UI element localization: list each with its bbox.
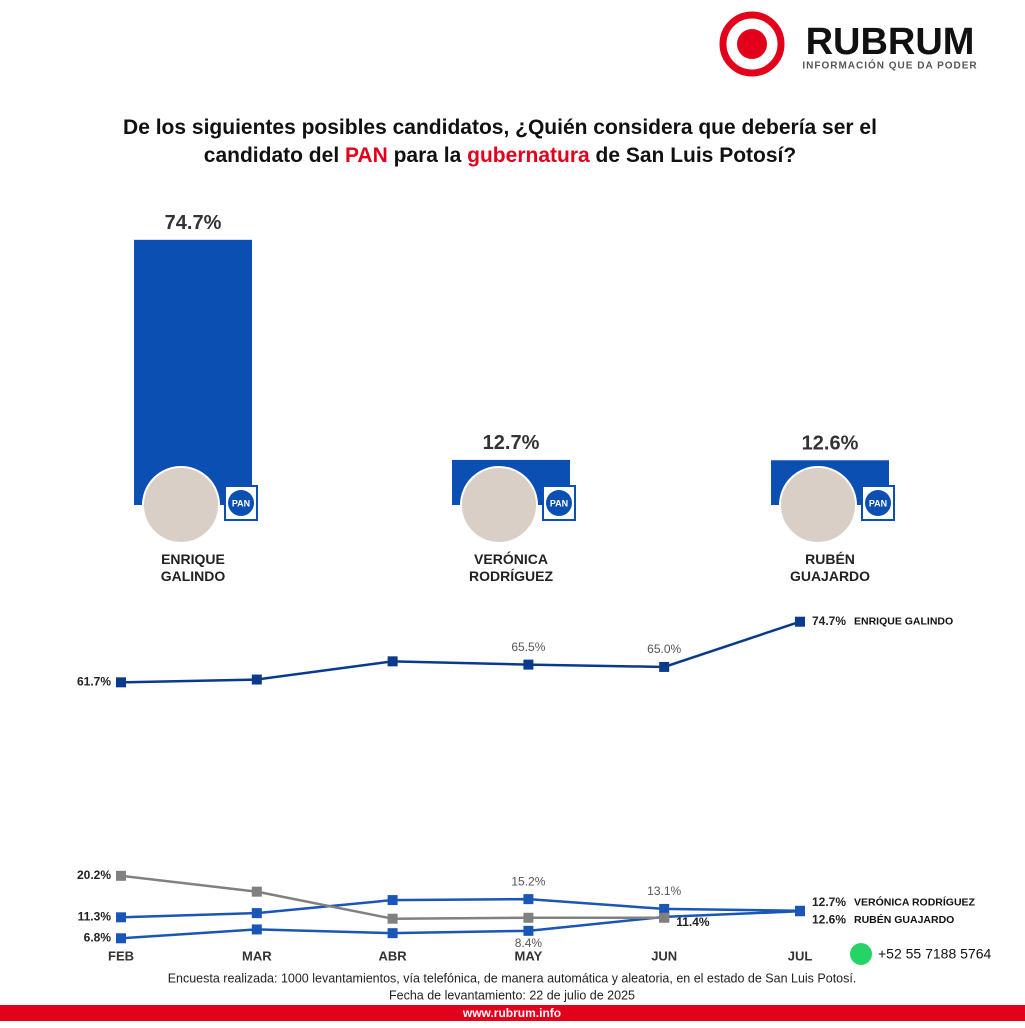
category-label: VERÓNICA RODRÍGUEZ — [469, 551, 553, 584]
value-label: 11.3% — [78, 909, 112, 923]
marker — [795, 906, 805, 917]
value-label: 12.6% — [812, 912, 846, 926]
marker — [387, 928, 398, 939]
x-tick-label: JUL — [788, 948, 813, 963]
series-label: VERÓNICA RODRÍGUEZ — [854, 896, 976, 909]
value-label: 15.2% — [511, 874, 545, 888]
marker — [116, 677, 126, 688]
marker — [523, 659, 534, 670]
marker — [659, 912, 670, 923]
marker — [523, 894, 534, 905]
value-label: 12.7% — [812, 895, 846, 909]
x-tick-label: ABR — [379, 948, 408, 963]
value-label: 20.2% — [77, 868, 111, 882]
title: De los siguientes posibles candidatos, ¿… — [0, 114, 1000, 170]
title-part: gubernatura — [467, 144, 590, 167]
title-part: De los siguientes posibles candidatos, ¿… — [123, 116, 877, 139]
value-label: 74.7% — [812, 614, 846, 628]
series-label: ENRIQUE GALINDO — [854, 615, 953, 627]
party-logo-text: PAN — [232, 498, 250, 508]
series-line — [120, 620, 801, 684]
series-line — [120, 910, 801, 940]
footer-bar — [0, 1005, 1025, 1021]
candidate-photo — [460, 466, 538, 544]
party-logo-disc — [228, 490, 254, 516]
marker — [523, 912, 534, 923]
party-logo-disc — [546, 490, 572, 516]
value-label: 65.0% — [647, 642, 681, 656]
marker — [387, 656, 398, 667]
survey-date: Fecha de levantamiento: 22 de julio de 2… — [389, 988, 635, 1002]
party-logo-disc — [865, 490, 891, 516]
x-tick-label: JUN — [651, 948, 677, 963]
logo-dot — [737, 29, 767, 59]
category-label: RUBÉN GUAJARDO — [789, 551, 871, 584]
value-label: 65.5% — [511, 640, 545, 654]
marker — [251, 674, 262, 685]
marker — [251, 908, 262, 919]
value-label: 6.8% — [84, 930, 112, 944]
x-tick-label: MAR — [242, 948, 272, 963]
value-label: 8.4% — [515, 936, 543, 950]
value-label: 11.4% — [676, 915, 710, 929]
marker — [116, 870, 126, 881]
category-label: ENRIQUE GALINDO — [160, 551, 226, 584]
series-line — [120, 897, 801, 919]
value-label: 12.6% — [802, 433, 859, 455]
x-tick-label: FEB — [108, 948, 134, 963]
candidate-photo — [779, 466, 857, 544]
marker — [659, 661, 670, 672]
marker — [116, 912, 126, 923]
x-tick-label: MAY — [515, 948, 543, 963]
value-label: 12.7% — [483, 432, 540, 454]
logo: RUBRUM — [806, 21, 975, 63]
marker — [795, 616, 805, 627]
website: www.rubrum.info — [462, 1006, 561, 1020]
marker — [116, 933, 126, 944]
footnote: Encuesta realizada: 1000 levantamientos,… — [168, 971, 857, 985]
candidate-photo — [142, 466, 220, 544]
value-label: 13.1% — [647, 884, 681, 898]
marker — [523, 925, 534, 936]
series-label: RUBÉN GUAJARDO — [854, 913, 954, 926]
marker — [251, 886, 262, 897]
tagline: INFORMACIÓN QUE DA PODER — [802, 59, 977, 72]
phone: +52 55 7188 5764 — [878, 946, 991, 962]
whatsapp-icon — [850, 943, 872, 965]
marker — [659, 903, 670, 914]
title-part: de San Luis Potosí? — [589, 144, 797, 167]
value-label: 61.7% — [77, 674, 111, 688]
party-logo-text: PAN — [869, 498, 887, 508]
title-part: candidato del — [203, 144, 345, 167]
party-logo-text: PAN — [550, 498, 568, 508]
title-part: PAN — [344, 144, 388, 167]
value-label: 74.7% — [165, 212, 222, 234]
marker — [387, 913, 398, 924]
marker — [387, 895, 398, 906]
logo-ring — [719, 11, 785, 77]
marker — [251, 924, 262, 935]
bar — [134, 239, 252, 505]
title-part: para la — [387, 144, 468, 167]
